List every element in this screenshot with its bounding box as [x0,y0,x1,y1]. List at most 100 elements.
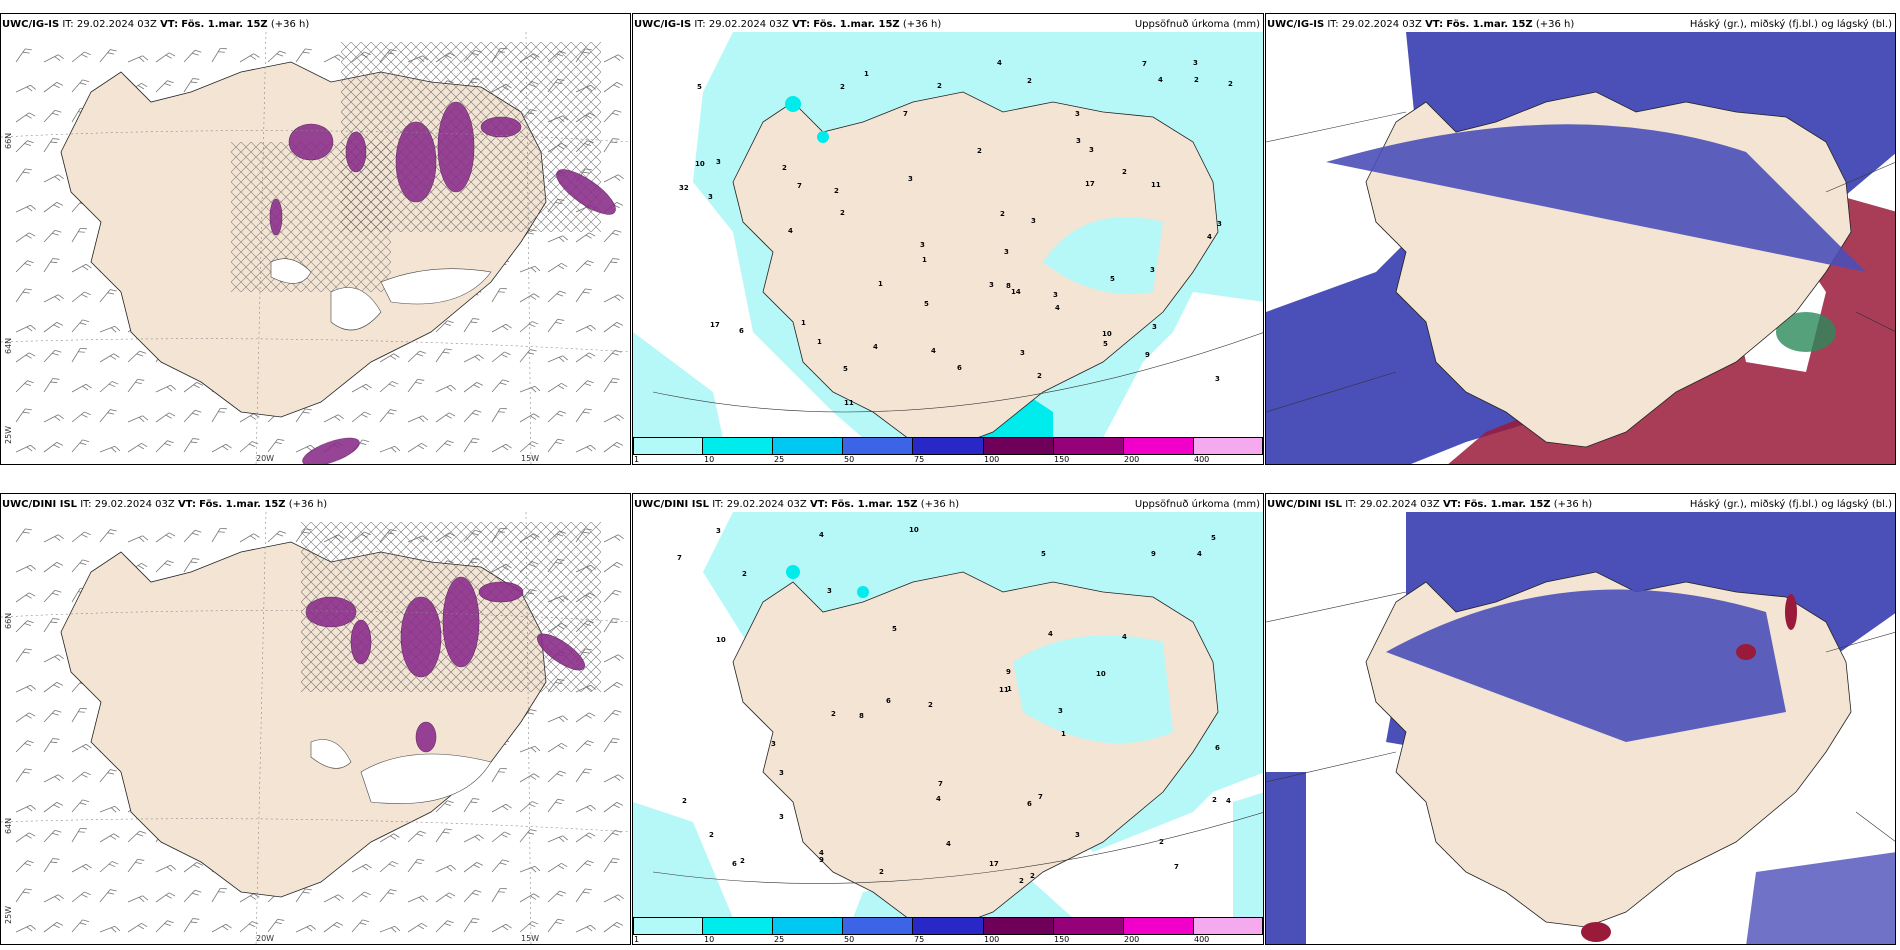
precip-amount-label: 3 [1075,831,1080,839]
wind-barb [603,172,625,188]
wind-barb [351,409,371,428]
precip-amount-label: 5 [924,300,929,308]
wind-barb [519,291,540,308]
precip-amount-label: 4 [1158,76,1163,84]
precip-amount-label: 3 [989,281,994,289]
wind-barb [351,889,371,908]
wind-barb [43,735,60,756]
wind-barb [71,317,90,337]
wind-barb [43,855,60,876]
panel-title: UWC/IG-IS IT: 29.02.2024 03Z VT: Fös. 1.… [2,19,310,30]
wind-barb [463,315,480,336]
wind-barb [575,766,593,786]
wind-barb [183,915,200,936]
wind-barb [603,80,624,98]
cloud-map-panel-bottom: UWC/DINI ISL IT: 29.02.2024 03Z VT: Fös.… [1265,493,1896,945]
cloud-map [1266,32,1895,464]
wind-barb [43,227,62,247]
precip-amount-label: 7 [938,780,943,788]
wind-barb [463,915,480,936]
precip-title: Uppsöfnuð úrkoma (mm) [1134,19,1260,30]
wind-barb [15,618,35,637]
precip-amount-label: 2 [1037,372,1042,380]
wind-barb [43,412,65,428]
wind-barb [155,438,175,457]
precip-amount-label: 3 [779,769,784,777]
colorbar-label: 10 [704,935,715,944]
precip-amount-label: 8 [1006,282,1011,290]
wind-barb [435,890,456,908]
wind-barb [99,886,118,907]
precip-amount-label: 1 [878,280,883,288]
wind-barb [239,531,260,548]
wind-barb [435,410,456,428]
wind-barb [491,857,510,877]
precip-amount-label: 7 [1142,60,1147,68]
wind-barb [547,354,569,368]
precip-amount-label: 2 [1228,80,1233,88]
wind-barb [43,772,65,788]
wind-barb [43,347,62,367]
wind-barb [183,380,204,398]
wind-barb [603,560,624,578]
precip-amount-label: 2 [1159,838,1164,846]
precip-amount-label: 3 [1193,59,1198,67]
wind-barb [155,383,177,398]
wind-barb [43,615,60,636]
wind-barb [43,172,65,188]
wind-barb [71,742,92,758]
wind-barb [519,411,540,428]
colorbar-label: 400 [1194,455,1210,464]
cloud-title: Háský (gr.), miðský (fj.bl.) og lágský (… [1689,19,1892,30]
precip-amount-label: 4 [1048,630,1053,638]
precip-amount-label: 10 [1102,330,1112,338]
wind-barb [575,406,593,426]
wind-barb [575,710,596,728]
wind-barb [183,435,200,456]
wind-barb [43,532,65,548]
wind-barb [71,825,88,846]
precip-amount-label: 2 [840,209,845,217]
precip-amount-label: 2 [834,187,839,195]
wind-barb [99,831,120,848]
wind-barb [71,769,91,788]
precip-amount-label: 2 [682,797,687,805]
wind-barb [407,376,425,397]
wind-barb [15,83,37,98]
precip-amount-label: 6 [1215,744,1220,752]
wind-barb [71,382,92,398]
wind-barb [43,800,64,818]
wind-barb [547,381,568,398]
wind-barb [43,375,60,396]
panel-title: UWC/DINI ISL IT: 29.02.2024 03Z VT: Fös.… [2,499,328,510]
colorbar-label: 200 [1124,455,1140,464]
wind-barb [575,443,597,458]
precip-amount-label: 4 [873,343,878,351]
wind-barb [43,892,65,908]
precip-amount-label: 2 [1194,76,1199,84]
wind-barb [43,52,65,68]
precip-amount-label: 1 [801,319,806,327]
wind-barb [547,768,567,787]
wind-barb [603,892,625,908]
precip-amount-label: 5 [1103,340,1108,348]
wind-barb [603,375,620,396]
precip-amount-label: 7 [1174,863,1179,871]
precip-amount-label: 3 [908,175,913,183]
precip-amount-label: 2 [1212,796,1217,804]
lon-label-20w: 20W [256,454,275,463]
colorbar-label: 100 [984,455,1000,464]
wind-barb [239,891,260,908]
wind-barb [15,258,35,277]
wind-barb [127,534,149,548]
wind-barb [575,923,597,938]
wind-barb [71,917,90,937]
wind-barb [603,440,624,458]
wind-barb [15,710,36,728]
wind-barb [603,615,620,636]
precip-amount-label: 17 [1085,180,1095,188]
precip-amount-label: 9 [1151,550,1156,558]
wind-barb [491,377,510,397]
precip-amount-label: 6 [886,697,891,705]
precip-amount-label: 17 [710,321,720,329]
